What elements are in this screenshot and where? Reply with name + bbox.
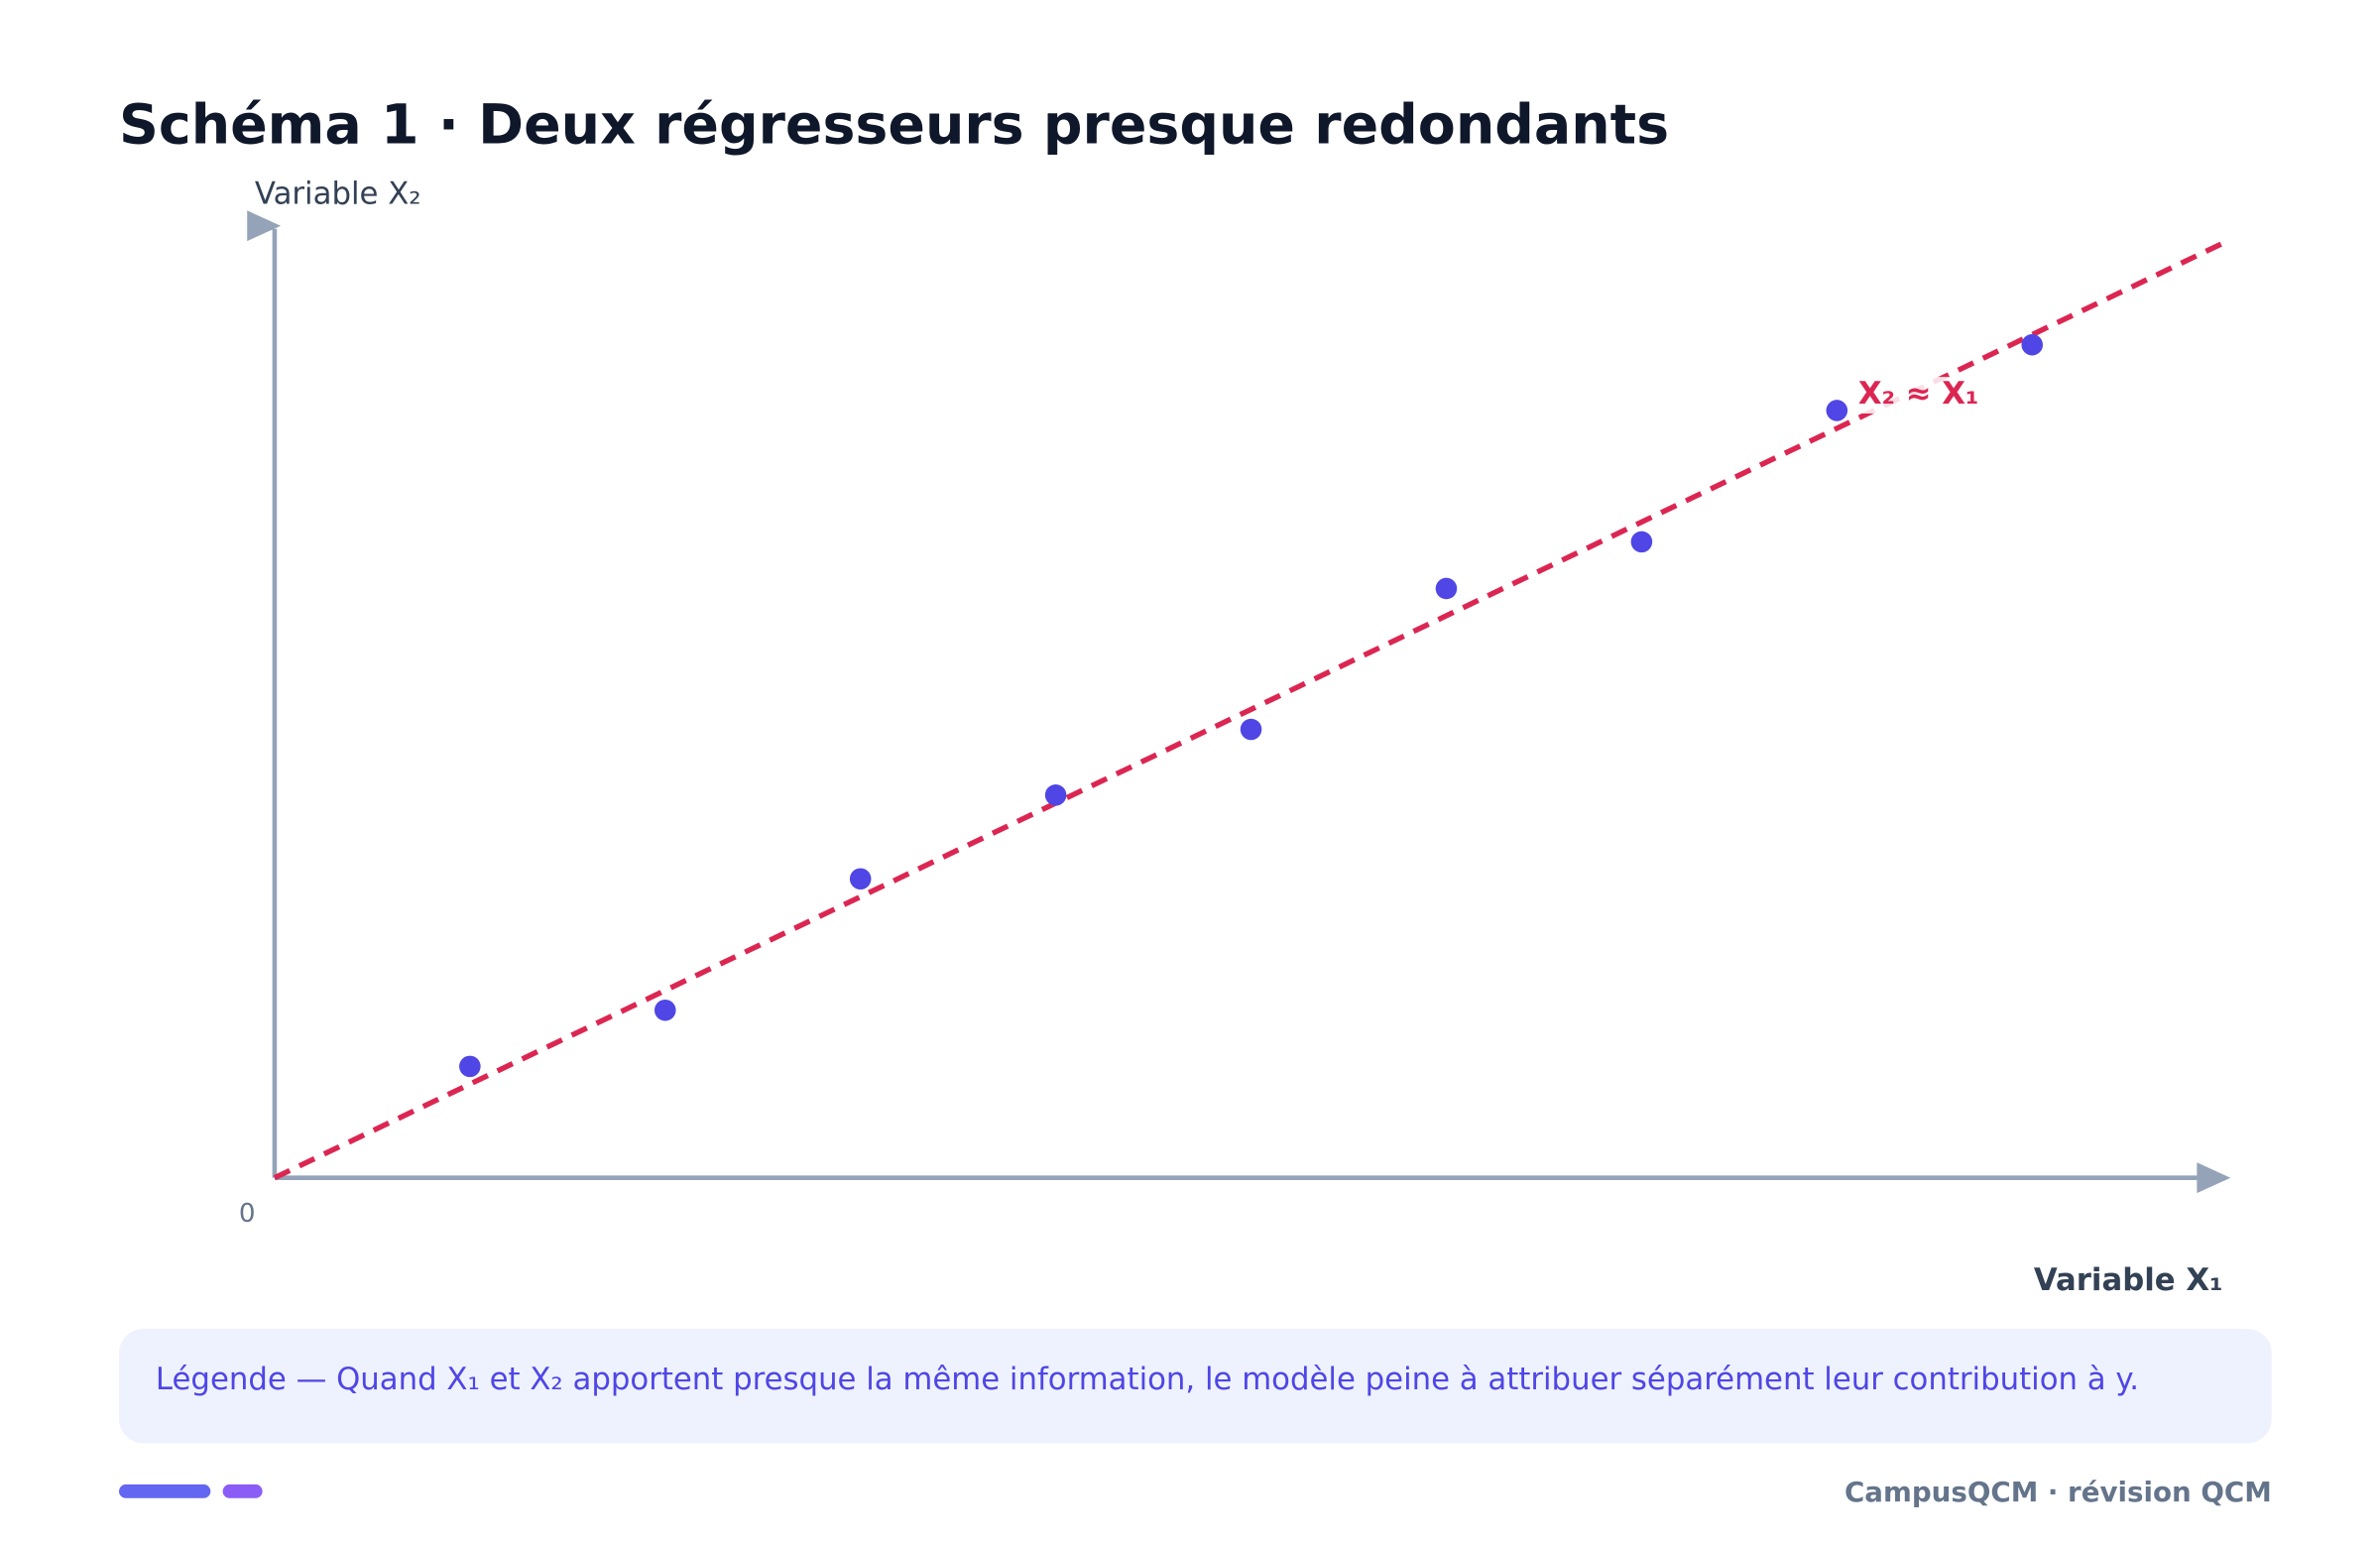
point <box>2021 333 2043 356</box>
x-axis-arrow <box>2197 1162 2231 1194</box>
annotation: X₂ ≈ X₁ <box>1858 376 1979 412</box>
decor-bar <box>222 1484 263 1498</box>
point <box>1630 531 1653 553</box>
point <box>1044 784 1067 806</box>
point <box>1435 577 1458 600</box>
fit-line <box>273 238 2229 1181</box>
point <box>654 999 676 1021</box>
annotation-bg <box>1854 377 1980 415</box>
x-axis-label: Variable X₁ <box>2034 1262 2223 1298</box>
y-axis-label: Variable X₂ <box>255 176 421 211</box>
point <box>849 868 872 891</box>
chart-title: Schéma 1 · Deux régresseurs presque redo… <box>119 93 1669 157</box>
x-tick-label: 0 <box>239 1199 256 1229</box>
caption-box <box>119 1329 2272 1444</box>
decor-bar <box>119 1484 211 1498</box>
point <box>459 1055 481 1078</box>
footer: CampusQCM · révision QCM <box>1844 1476 2272 1508</box>
caption: Légende — Quand X₁ et X₂ apportent presq… <box>156 1362 2139 1397</box>
point <box>1826 400 1848 421</box>
point <box>1240 718 1262 741</box>
y-axis-arrow <box>247 210 282 242</box>
